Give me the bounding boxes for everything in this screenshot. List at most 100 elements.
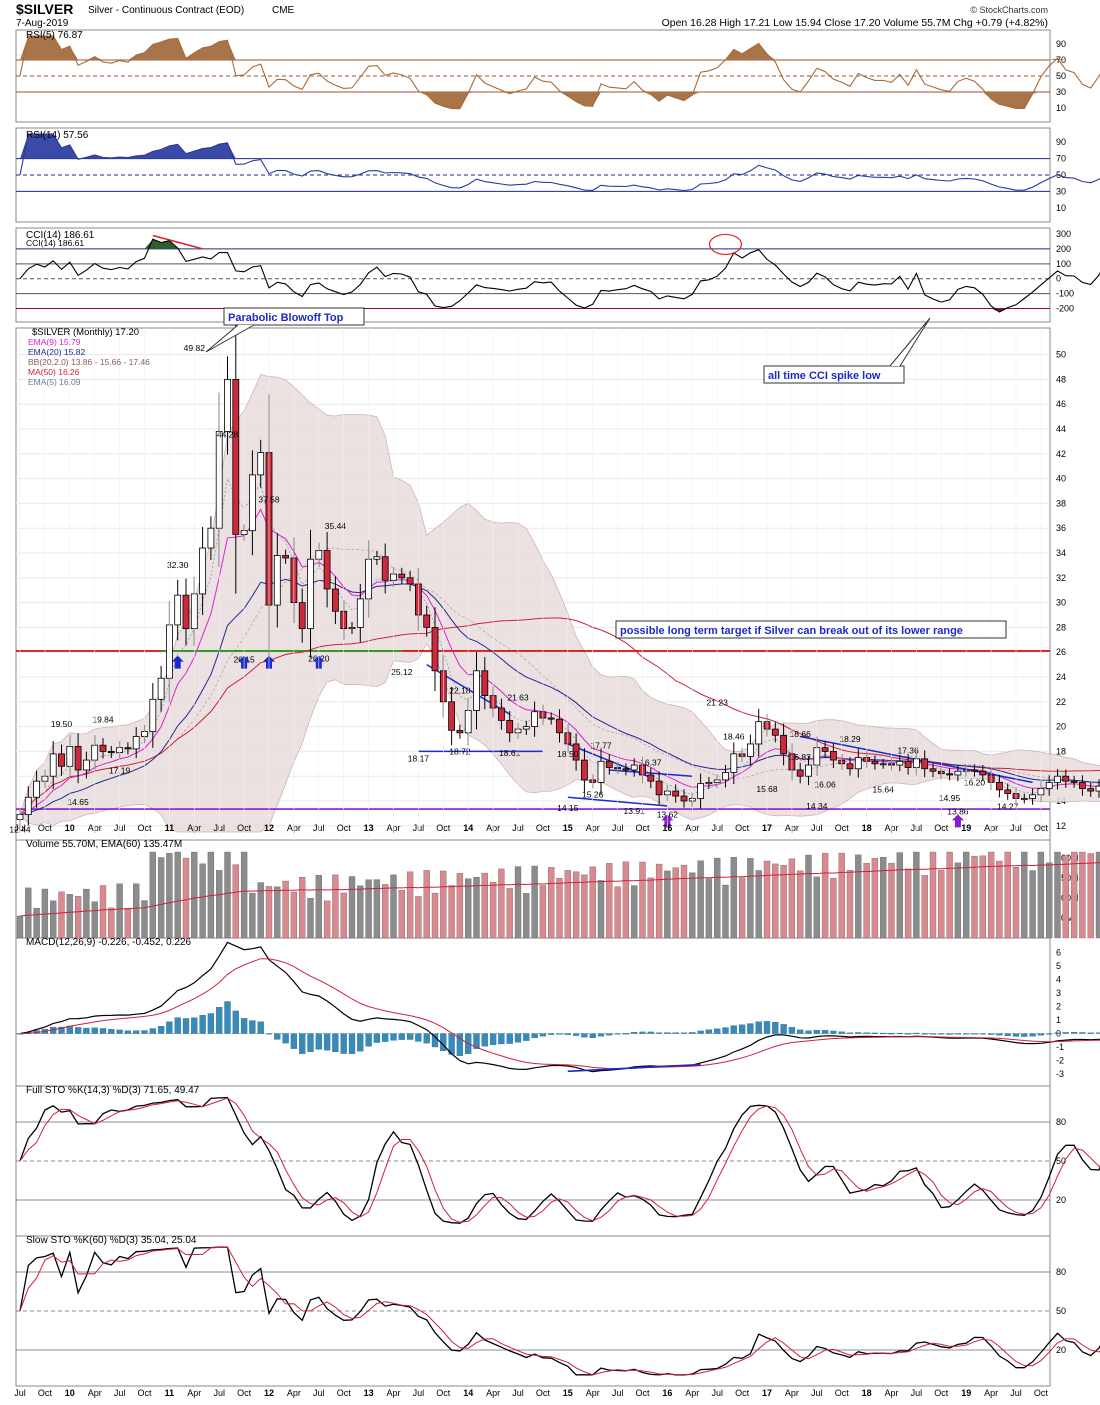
x-axis-label: Jul [213,1388,225,1398]
macd-histogram-bar [1046,1033,1053,1035]
rsi14-tick-label: 90 [1056,137,1066,147]
macd-histogram-bar [390,1033,397,1041]
macd-histogram-bar [614,1033,621,1035]
volume-bar [249,892,256,939]
candle-body [423,614,431,628]
macd-histogram-bar [257,1021,264,1034]
macd-divergence-line [567,1063,701,1073]
x-axis-label: Apr [785,1388,799,1398]
macd-histogram-bar [498,1033,505,1045]
volume-bar [880,856,887,939]
macd-histogram-bar [514,1033,522,1043]
volume-bar [216,870,223,939]
macd-histogram-bar [157,1026,165,1034]
price-label: 14.95 [939,793,961,803]
volume-bar [672,867,679,939]
candle-body [124,747,132,750]
price-label: 14.65 [67,797,89,807]
volume-bar [971,855,978,939]
volume-bar [473,877,480,939]
macd-histogram-bar [963,1033,970,1035]
candle-body [199,547,207,595]
x-axis-label: Apr [685,1388,699,1398]
volume-bar [523,893,530,939]
volume-bar [697,860,704,939]
macd-histogram-bar [689,1032,696,1034]
macd-histogram-bar [481,1033,488,1047]
candle-body [307,558,314,630]
macd-histogram-bar [581,1033,588,1038]
volume-bar [705,878,713,939]
macd-histogram-bar [415,1033,422,1042]
candle-body [58,753,65,767]
candle-body [331,588,339,612]
x-axis-label: Oct [38,1388,53,1398]
macd-histogram-bar [307,1033,314,1052]
macd-histogram-bar [705,1029,713,1034]
volume-bar [182,857,190,939]
cci-tick-label: 300 [1056,229,1071,239]
x-axis-label: Apr [586,1388,600,1398]
rsi14-tick-label: 70 [1056,154,1066,164]
price-tick-label: 42 [1056,449,1066,459]
candle-body [232,378,240,535]
volume-bar [240,851,248,939]
volume-bar [904,868,912,939]
macd-histogram-bar [697,1030,704,1034]
volume-bar [133,883,140,939]
rsi5-tick-label: 30 [1056,87,1066,97]
macd-histogram-bar [672,1032,679,1034]
volume-bar [838,852,845,939]
macd-histogram-bar [323,1033,331,1051]
volume-bar [738,877,746,939]
volume-bar [714,857,721,939]
volume-bar [199,863,206,939]
candle-body [672,790,680,797]
candle-body [182,594,190,630]
price-label: 35.44 [325,521,347,531]
volume-bar [996,860,1003,939]
price-tick-label: 24 [1056,672,1066,682]
candle-body [1095,785,1100,792]
candle-body [946,773,953,776]
price-label: 19.50 [51,719,73,729]
x-axis-label: 13 [364,1388,374,1398]
macd-histogram-bar [846,1032,854,1034]
candle-body [996,782,1003,791]
macd-histogram-bar [91,1027,98,1034]
rsi14-tick-label: 30 [1056,186,1066,196]
candle-body [605,760,613,768]
macd-histogram-bar [365,1033,372,1047]
x-axis-label: Oct [137,1388,152,1398]
candle-body [556,718,563,734]
candle-body [796,769,804,777]
candle-body [298,602,306,630]
macd-histogram-bar [714,1028,721,1034]
volume-bar [556,877,563,939]
macd-histogram-bar [207,1013,215,1034]
volume-bar [357,885,364,939]
price-label: 18.46 [723,732,745,742]
macd-tick-label: 4 [1056,975,1061,985]
macd-histogram-bar [722,1027,729,1034]
candle-body [921,758,929,770]
price-tick-label: 48 [1056,374,1066,384]
candle-body [755,721,763,745]
cci-divergence-line [152,234,203,250]
candle-body [1087,788,1095,792]
price-tick-label: 18 [1056,746,1066,756]
cci-legend: CCI(14) 186.61 [26,238,84,248]
macd-histogram-bar [83,1027,90,1034]
candle-body [896,760,904,766]
volume-bar [423,870,430,939]
macd-histogram-bar [299,1033,306,1054]
x-axis-label: Oct [1034,1388,1049,1398]
candle-body [74,746,82,771]
candle-body [929,768,937,772]
candle-body [132,736,140,750]
price-label: 16.20 [964,778,986,788]
volume-bar [788,858,796,939]
x-axis-label: Apr [88,1388,102,1398]
volume-title: Volume 55.70M, EMA(60) 135.47M [26,839,182,850]
macd-histogram-bar [971,1033,978,1035]
